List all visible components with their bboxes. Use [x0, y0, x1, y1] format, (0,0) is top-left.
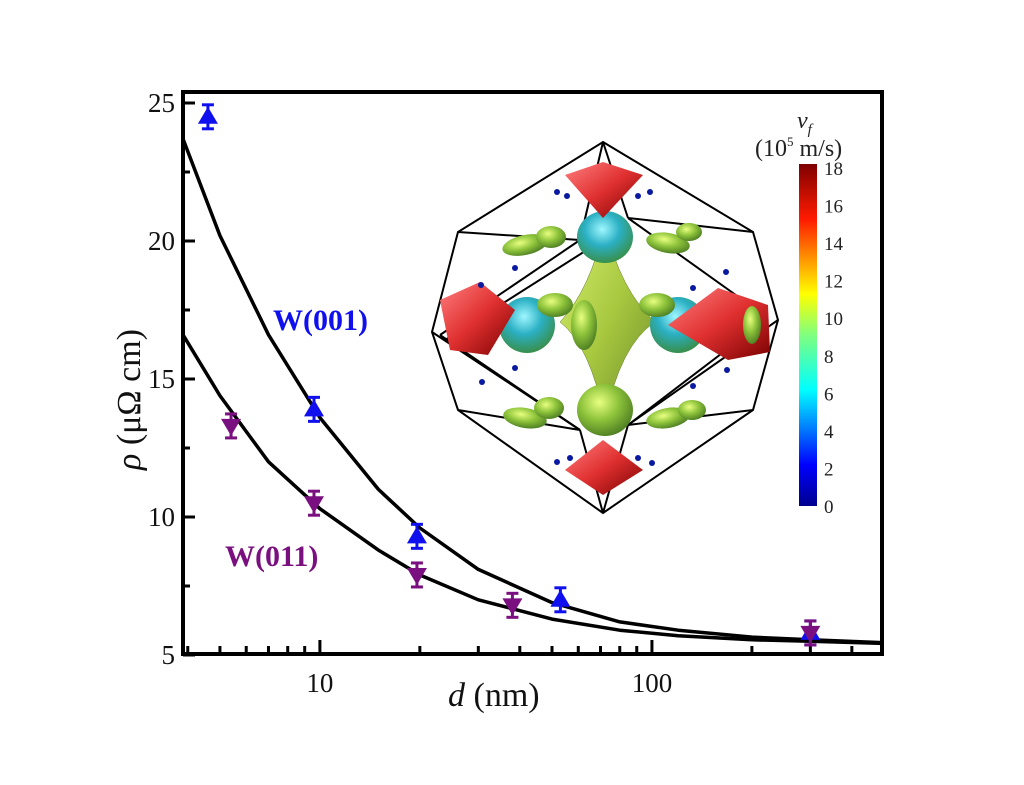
data-point — [221, 412, 242, 440]
data-markers — [197, 103, 821, 647]
x-tick-label: 100 — [632, 668, 673, 698]
colorbar-tick-label: 4 — [824, 422, 834, 443]
y-tick-label: 20 — [148, 226, 175, 256]
colorbar-tick-label: 10 — [824, 309, 843, 330]
fit-curve — [181, 138, 883, 645]
y-tick-label: 10 — [148, 502, 175, 532]
colorbar-tick-label: 16 — [824, 197, 843, 218]
colorbar-tick-label: 6 — [824, 384, 834, 405]
data-point — [550, 586, 571, 614]
colorbar-title: v_f vf — [797, 108, 814, 138]
data-point — [406, 522, 427, 550]
x-axis: 10 100 — [186, 640, 854, 698]
x-tick-label: 10 — [306, 668, 333, 698]
pocket — [577, 211, 633, 263]
colorbar-tick-label: 0 — [824, 497, 834, 518]
x-axis-title: d (nm) — [448, 677, 540, 714]
colorbar-unit: (105 m/s) — [755, 134, 842, 162]
data-point — [304, 489, 325, 517]
colorbar-tick-label: 8 — [824, 347, 834, 368]
colorbar-tick-label: 12 — [824, 272, 843, 293]
red-pocket — [668, 288, 770, 360]
data-point — [800, 619, 821, 647]
fit-curve — [181, 333, 883, 646]
colorbar-gradient — [799, 164, 817, 506]
small-blue-pockets — [478, 189, 730, 466]
data-point — [304, 395, 325, 423]
y-tick-label: 5 — [162, 640, 176, 670]
plot-frame — [181, 90, 884, 656]
pocket — [577, 384, 633, 436]
y-tick-label: 15 — [148, 364, 175, 394]
annotation-w011: W(011) — [225, 540, 318, 573]
fit-curves — [181, 138, 883, 646]
annotation-w001: W(001) — [273, 304, 368, 337]
red-pocket — [565, 162, 643, 218]
y-tick-label: 25 — [148, 88, 175, 118]
data-point — [406, 561, 427, 589]
colorbar: 0 2 4 6 8 10 12 14 16 18 v_f vf (105 m/s) — [755, 108, 844, 518]
red-pocket — [565, 440, 643, 495]
fermi-surface-inset — [430, 140, 780, 515]
colorbar-tick-label: 18 — [824, 159, 843, 180]
red-pocket — [440, 282, 515, 355]
y-axis-title: ρ (μΩ cm) — [111, 329, 148, 471]
data-point — [197, 103, 218, 131]
data-point — [502, 591, 523, 619]
colorbar-tick-label: 14 — [824, 234, 844, 255]
y-axis: 5 10 15 20 25 — [148, 88, 195, 670]
colorbar-tick-label: 2 — [824, 459, 834, 480]
